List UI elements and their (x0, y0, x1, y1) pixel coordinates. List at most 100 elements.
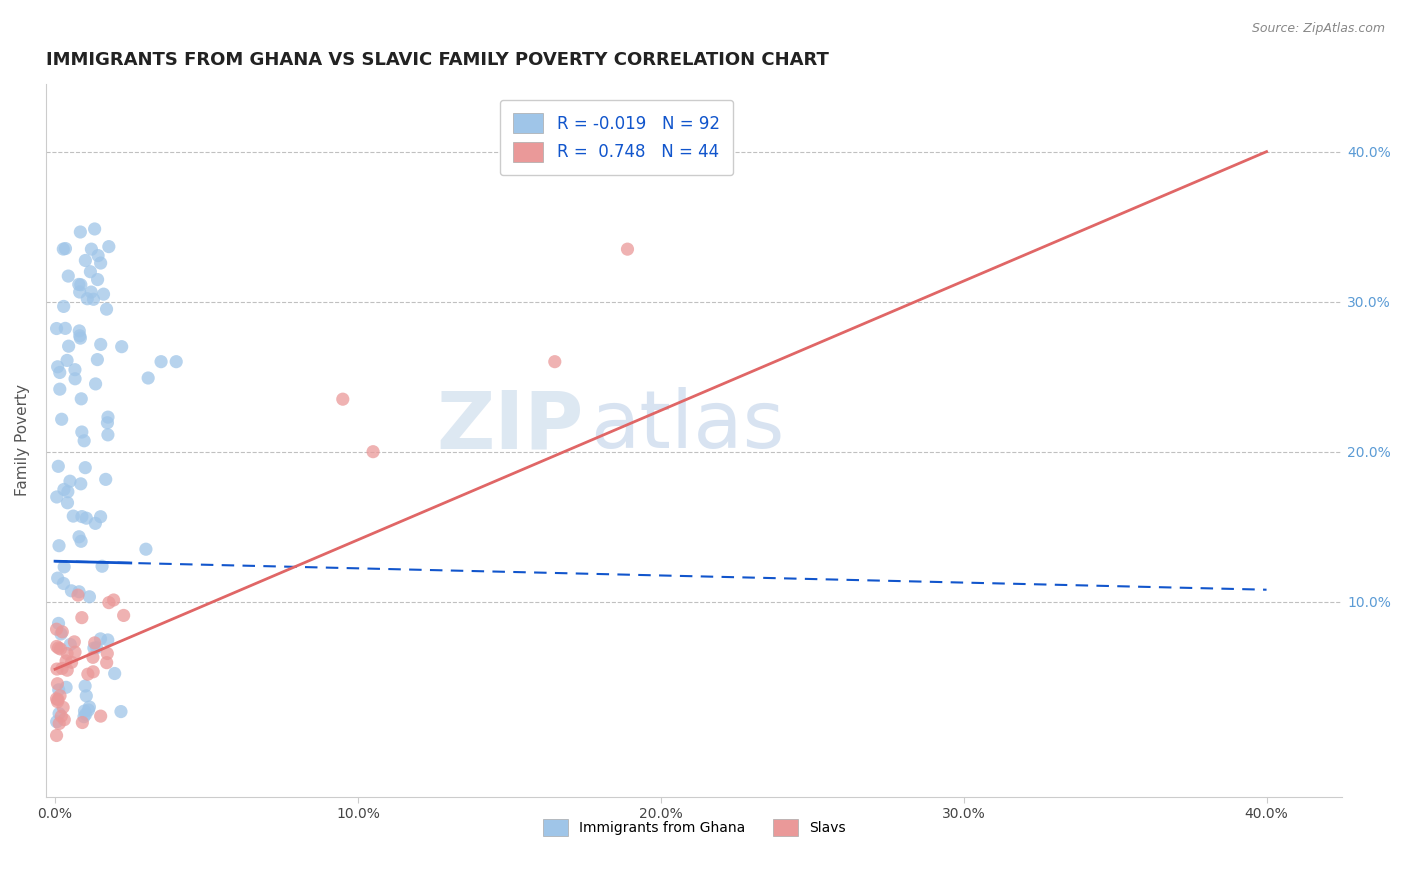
Point (67, 530, 90, 544)
Point (90, 256, 112, 270)
Point (97, 410, 120, 425)
Point (110, 705, 132, 719)
Point (46, 571, 69, 585)
Point (46, 459, 69, 474)
Point (96, 647, 118, 661)
Point (90, 709, 112, 723)
Point (91, 559, 114, 574)
Point (332, 392, 354, 407)
Point (361, 444, 384, 458)
Point (616, 242, 638, 256)
Point (70, 534, 93, 549)
Point (70, 277, 93, 292)
Point (104, 666, 127, 681)
Point (46, 662, 69, 676)
Point (97, 239, 120, 253)
Point (97, 427, 120, 442)
Point (83, 636, 105, 650)
Point (62, 509, 84, 524)
Point (67, 324, 90, 338)
Point (45, 622, 67, 636)
Point (544, 354, 567, 368)
Point (55, 681, 77, 695)
Point (73, 709, 96, 723)
Point (55, 242, 77, 256)
Point (70, 610, 93, 624)
Point (96, 302, 118, 317)
Point (75, 679, 97, 693)
Point (56, 353, 79, 368)
Point (97, 596, 120, 610)
Point (87, 249, 110, 263)
Point (45, 490, 67, 504)
Text: IMMIGRANTS FROM GHANA VS SLAVIC FAMILY POVERTY CORRELATION CHART: IMMIGRANTS FROM GHANA VS SLAVIC FAMILY P… (46, 51, 830, 69)
Point (49, 642, 72, 657)
Point (48, 706, 70, 721)
Point (49, 627, 72, 641)
Point (70, 509, 93, 524)
Point (53, 713, 76, 727)
Point (49, 382, 72, 396)
Y-axis label: Family Poverty: Family Poverty (15, 384, 30, 497)
Point (52, 576, 75, 591)
Point (72, 715, 94, 730)
Point (56, 647, 79, 661)
Point (66, 588, 89, 602)
Point (136, 371, 159, 385)
Point (75, 253, 97, 268)
Point (69, 328, 91, 343)
Point (53, 321, 76, 335)
Point (86, 272, 108, 286)
Point (58, 339, 80, 353)
Point (56, 484, 79, 499)
Point (48, 539, 70, 553)
Point (67, 277, 90, 292)
Point (70, 425, 93, 439)
Point (46, 676, 69, 690)
Point (76, 292, 98, 306)
Point (67, 584, 90, 599)
Point (96, 656, 118, 670)
Point (103, 593, 125, 607)
Point (52, 242, 75, 256)
Point (70, 392, 93, 406)
Point (97, 632, 120, 647)
Point (51, 709, 73, 723)
Point (51, 624, 73, 639)
Point (56, 663, 79, 677)
Point (96, 416, 118, 430)
Point (55, 654, 77, 668)
Point (45, 729, 67, 743)
Point (45, 321, 67, 335)
Point (58, 269, 80, 284)
Point (111, 340, 134, 354)
Point (63, 635, 86, 649)
Point (45, 714, 67, 729)
Point (46, 692, 69, 706)
Point (63, 645, 86, 659)
Point (75, 707, 97, 722)
Point (49, 689, 72, 703)
Point (90, 337, 112, 351)
Point (52, 700, 75, 714)
Text: Source: ZipAtlas.com: Source: ZipAtlas.com (1251, 22, 1385, 36)
Point (79, 700, 101, 714)
Point (75, 689, 97, 703)
Text: atlas: atlas (591, 387, 785, 466)
Point (48, 616, 70, 631)
Point (69, 476, 91, 491)
Point (75, 511, 97, 525)
Point (48, 716, 70, 731)
Point (69, 225, 91, 239)
Point (90, 509, 112, 524)
Point (150, 354, 173, 368)
Point (60, 656, 83, 670)
Point (48, 682, 70, 697)
Point (84, 516, 107, 531)
Point (93, 287, 115, 301)
Text: ZIP: ZIP (437, 387, 583, 466)
Legend: Immigrants from Ghana, Slavs: Immigrants from Ghana, Slavs (536, 813, 852, 843)
Point (82, 650, 104, 665)
Point (83, 222, 105, 236)
Point (77, 703, 100, 717)
